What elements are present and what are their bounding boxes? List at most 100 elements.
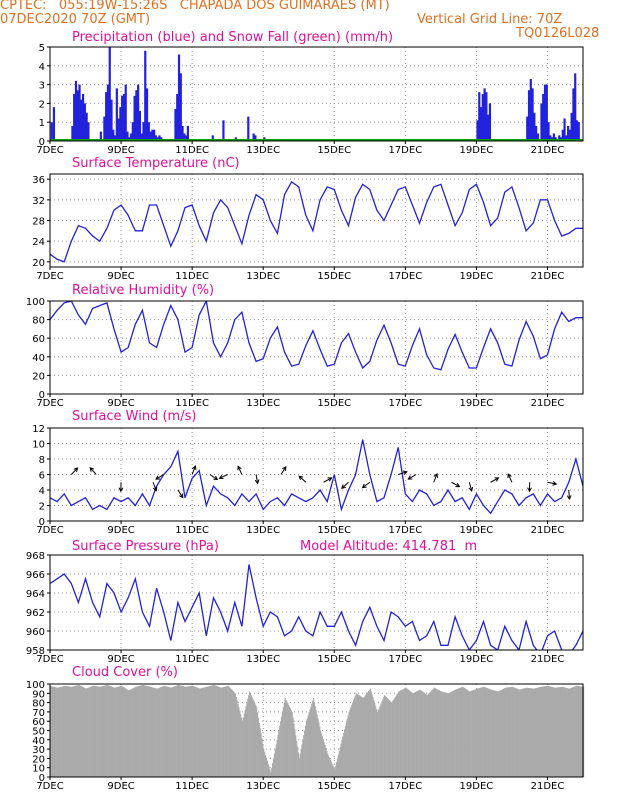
cloud-cover-bar (496, 691, 499, 777)
precip-bar (131, 122, 134, 141)
cloud-cover-bar (409, 691, 411, 777)
precip-bar (52, 107, 56, 141)
x-tick-label: 19DEC (460, 145, 494, 156)
cloud-cover-bar (267, 763, 269, 777)
cloud-cover-bar (178, 685, 180, 777)
cloud-cover-bar (423, 692, 425, 777)
precip-bar (73, 94, 76, 141)
cloud-cover-bar (434, 688, 436, 777)
cloud-cover-bar (401, 689, 403, 777)
cloud-cover-bar (129, 689, 132, 777)
cloud-cover-bar (327, 753, 329, 777)
cloud-cover-bar (335, 765, 337, 777)
cloud-cover-bar (508, 687, 510, 777)
cloud-cover-bar (74, 685, 77, 777)
cloud-cover-bar (265, 757, 268, 777)
precip-bar (81, 94, 85, 141)
cloud-cover-bar (504, 687, 507, 777)
precip-bar (577, 122, 580, 141)
cloud-cover-bar (246, 702, 248, 777)
x-tick-label: 11DEC (175, 271, 209, 282)
cloud-cover-bar (264, 752, 266, 777)
cloud-cover-bar (113, 687, 116, 777)
cloud-cover-bar (161, 686, 163, 777)
cloud-cover-bar (145, 685, 148, 777)
cloud-cover-bar (371, 694, 373, 777)
cloud-cover-bar (84, 688, 86, 777)
cloud-cover-bar (348, 711, 350, 777)
panel-frame (49, 46, 584, 142)
model-code: TQ0126L028 (516, 26, 600, 41)
cloud-cover-bar (299, 753, 301, 777)
cloud-cover-bar (499, 690, 501, 777)
cloud-cover-bar (539, 687, 541, 777)
wind-arrow-head (152, 486, 158, 492)
cloud-cover-bar (392, 699, 395, 777)
cloud-cover-bar (315, 710, 317, 777)
cloud-cover-bar (559, 687, 562, 777)
cloud-cover-bar (127, 689, 129, 777)
cloud-cover-bar (399, 690, 401, 777)
precip-bar (533, 112, 536, 141)
cloud-cover-bar (529, 688, 531, 777)
cloud-cover-bar (390, 701, 392, 777)
cloud-cover-bar (526, 687, 528, 777)
cloud-cover-bar (489, 689, 491, 777)
cloud-cover-bar (139, 685, 141, 777)
cloud-cover-bar (140, 685, 142, 777)
y-tick-label: 20 (32, 371, 45, 382)
precip-bar (570, 112, 573, 141)
cloud-cover-bar (314, 706, 316, 777)
y-tick-label: 60 (32, 334, 45, 345)
cloud-cover-bar (578, 686, 580, 777)
cloud-cover-bar (264, 754, 267, 777)
cloud-cover-bar (254, 703, 256, 777)
x-tick-label: 9DEC (107, 145, 134, 156)
wind-arrow-head (192, 465, 197, 471)
cloud-cover-bar (150, 687, 152, 777)
cloud-cover-bar (345, 722, 348, 777)
cloud-cover-bar (544, 686, 546, 777)
cloud-cover-bar (431, 690, 433, 777)
cloud-cover-bar (272, 758, 275, 777)
cloud-cover-bar (361, 697, 363, 777)
cloud-cover-bar (98, 686, 101, 777)
y-tick-label: 2 (39, 502, 45, 513)
precip-bar (147, 122, 150, 141)
cloud-cover-bar (498, 690, 500, 777)
cloud-cover-bar (107, 685, 109, 777)
cloud-cover-bar (137, 686, 139, 777)
cloud-cover-bar (454, 690, 456, 777)
cloud-cover-bar (519, 689, 522, 777)
wind-panel-title: Surface Wind (m/s) (72, 409, 197, 424)
cloud-cover-bar (556, 687, 558, 777)
cloud-cover-bar (379, 705, 381, 777)
precip-bar (531, 88, 534, 141)
wind-arrow (408, 474, 417, 480)
cloud-cover-bar (415, 691, 417, 777)
precip-bar (158, 135, 161, 141)
wind-arrow (362, 481, 371, 489)
cloud-cover-bar (245, 706, 247, 777)
cloud-cover-bar (338, 750, 340, 777)
y-tick-label: 70 (32, 708, 45, 719)
cloud-cover-bar (519, 689, 521, 777)
cloud-cover-bar (138, 685, 141, 777)
cloud-cover-bar (536, 687, 538, 777)
cloud-cover-bar (323, 742, 325, 777)
cloud-cover-bar (555, 687, 557, 777)
cloud-cover-bar (120, 686, 122, 777)
cloud-cover-bar (364, 695, 366, 777)
cloud-cover-bar (219, 687, 221, 777)
cloud-cover-bar (122, 687, 125, 777)
cloud-cover-bar (133, 687, 135, 777)
cloud-cover-bar (227, 685, 229, 777)
cloud-cover-bar (225, 686, 227, 777)
cloud-cover-bar (576, 685, 578, 777)
y-tick-label: 5 (39, 43, 45, 54)
cloud-cover-bar (502, 689, 504, 777)
cloud-cover-bar (142, 684, 144, 777)
cloud-cover-bar (523, 688, 525, 777)
cloud-cover-bar (236, 700, 238, 777)
precip-bar (567, 125, 570, 141)
